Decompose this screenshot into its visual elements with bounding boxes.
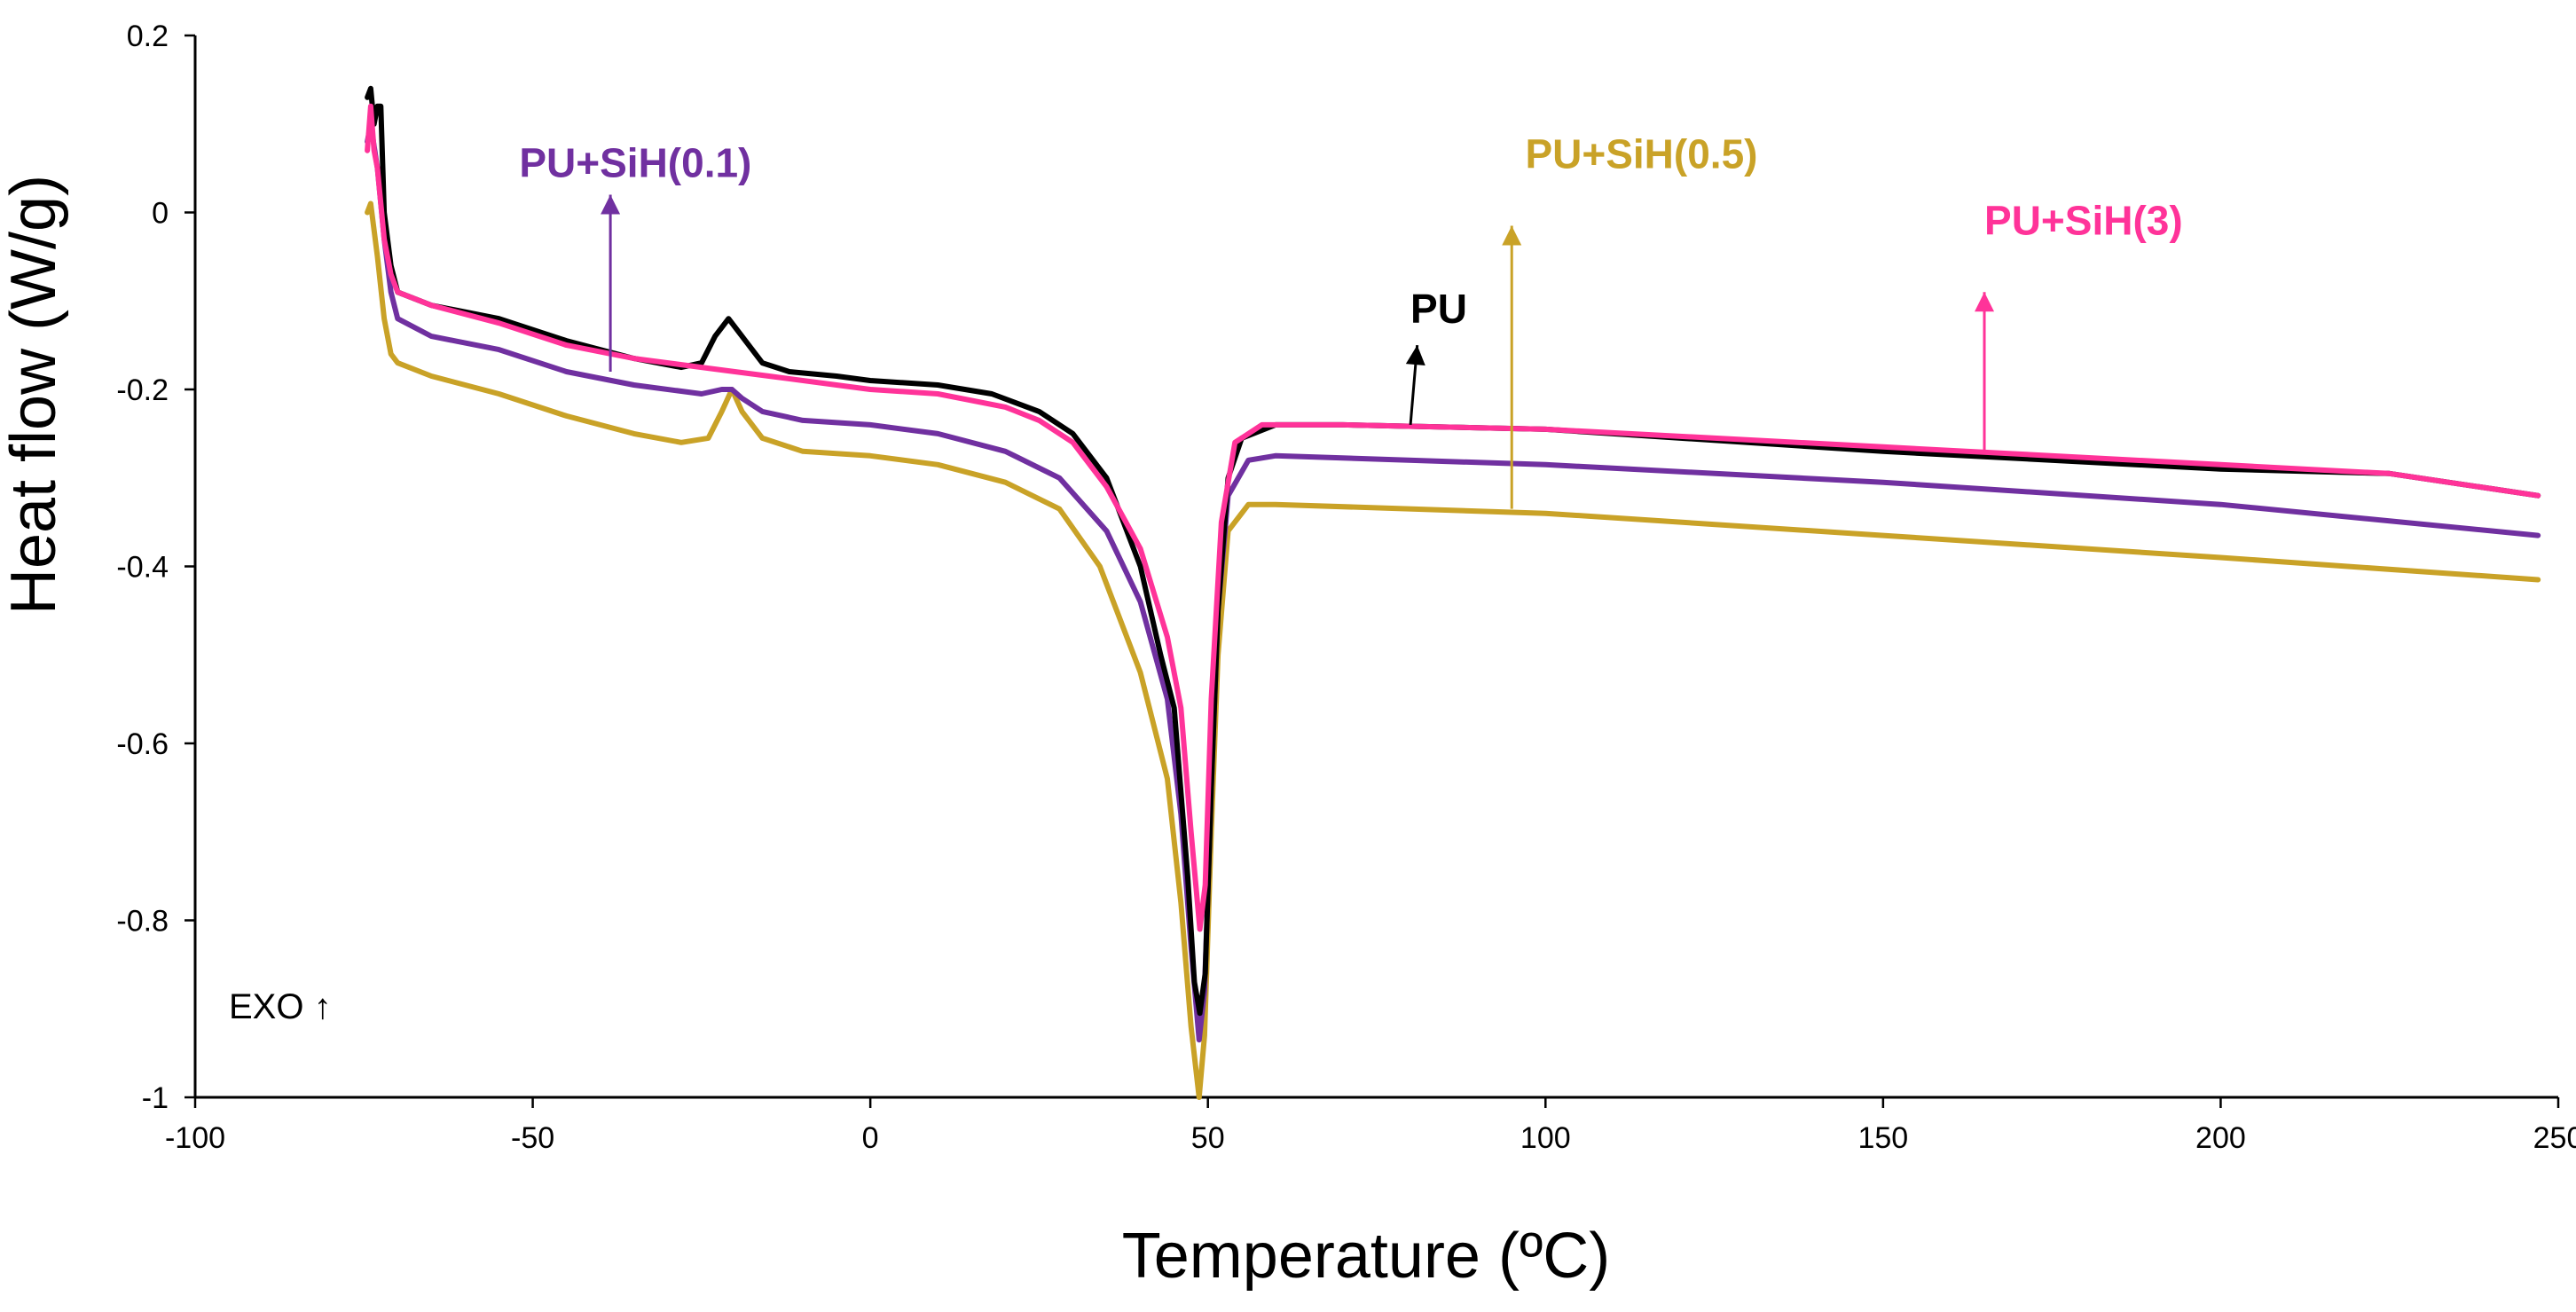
series-line-pu (365, 85, 2541, 1017)
x-tick-label: 150 (1857, 1121, 1908, 1155)
x-tick-label: -100 (165, 1121, 225, 1155)
x-tick-label: 50 (1191, 1121, 1225, 1155)
y-tick-label: 0.2 (127, 20, 169, 53)
x-axis-title: Temperature (ºC) (1122, 1221, 1610, 1292)
annotation-arrowhead-pu (1405, 345, 1425, 365)
annotation-label-pu: PU (1410, 286, 1467, 332)
exo-label: EXO ↑ (229, 987, 332, 1026)
annotation-label-pu-sih-0-5: PU+SiH(0.5) (1525, 131, 1757, 177)
y-tick-label: -0.4 (116, 551, 169, 585)
y-tick-label: -0.8 (116, 905, 169, 939)
y-tick-label: 0 (152, 197, 169, 231)
axes: 0.2 0 -0.2 -0.4 -0.6 -0.8 -1 -100 -50 0 50 100 150 20… (116, 20, 2576, 1155)
x-tick-label: -50 (511, 1121, 554, 1155)
y-tick-label: -0.6 (116, 727, 169, 761)
y-tick-label: -1 (142, 1081, 169, 1115)
series-line-pu-sih-0-1 (365, 121, 2541, 1043)
series-line-pu-sih-3 (365, 103, 2541, 932)
y-axis-title: Heat flow (W/g) (0, 175, 69, 615)
x-tick-label: 250 (2533, 1121, 2576, 1155)
y-tick-label: -0.2 (116, 373, 169, 407)
series-line-pu-sih-0-5 (365, 200, 2541, 1100)
series-layer (365, 85, 2541, 1100)
annotation-arrowhead-pu-sih-0-5 (1502, 225, 1522, 246)
annotation-arrowhead-pu-sih-3 (1975, 292, 1995, 312)
annotation-label-pu-sih-3: PU+SiH(3) (1984, 197, 2183, 243)
x-tick-label: 100 (1520, 1121, 1571, 1155)
x-tick-label: 0 (862, 1121, 879, 1155)
annotation-arrowhead-pu-sih-0-1 (601, 194, 621, 215)
annotation-layer: PU+SiH(0.1) PU+SiH(0.5) PU PU+SiH(3) (519, 131, 2183, 509)
x-tick-label: 200 (2195, 1121, 2246, 1155)
annotation-label-pu-sih-0-1: PU+SiH(0.1) (519, 140, 751, 186)
